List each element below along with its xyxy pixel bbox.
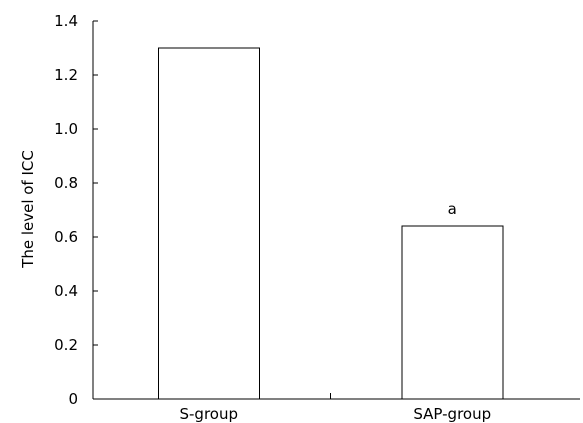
y-tick-label: 1.2 <box>54 66 78 84</box>
x-tick-label: SAP-group <box>413 405 491 423</box>
y-tick-label: 0.4 <box>54 282 78 300</box>
x-tick-label: S-group <box>180 405 239 423</box>
y-axis: 0 0.2 0.4 0.6 0.8 1.0 1.2 1.4 <box>54 12 98 408</box>
y-tick-label: 0.2 <box>54 336 78 354</box>
y-tick-label: 0.6 <box>54 228 78 246</box>
y-tick-label: 0 <box>68 390 78 408</box>
significance-annotation: a <box>448 200 457 218</box>
y-tick-label: 0.8 <box>54 174 78 192</box>
bar-sap-group <box>401 225 504 400</box>
y-tick-label: 1.4 <box>54 12 78 30</box>
y-tick-label: 1.0 <box>54 120 78 138</box>
annotations: a <box>448 200 457 218</box>
y-axis-label: The level of ICC <box>19 150 37 269</box>
bar-s-group <box>157 47 260 400</box>
bars <box>157 47 504 400</box>
